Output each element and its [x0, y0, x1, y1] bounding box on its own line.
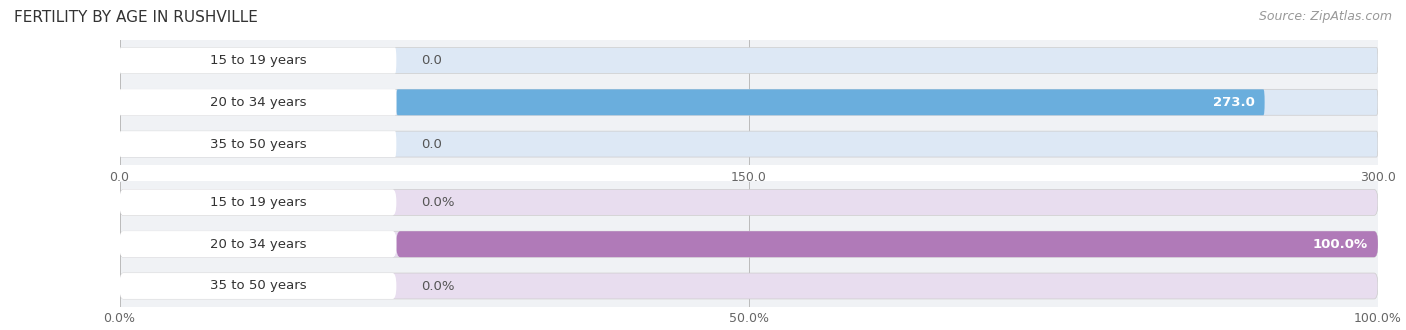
FancyBboxPatch shape [396, 89, 1264, 115]
FancyBboxPatch shape [120, 89, 1378, 115]
Text: 15 to 19 years: 15 to 19 years [209, 196, 307, 209]
FancyBboxPatch shape [120, 231, 396, 257]
Text: 0.0: 0.0 [422, 54, 443, 67]
FancyBboxPatch shape [120, 89, 396, 115]
FancyBboxPatch shape [396, 231, 1378, 257]
Text: 20 to 34 years: 20 to 34 years [209, 96, 307, 109]
FancyBboxPatch shape [120, 273, 1378, 299]
Text: 0.0: 0.0 [422, 138, 443, 150]
Text: FERTILITY BY AGE IN RUSHVILLE: FERTILITY BY AGE IN RUSHVILLE [14, 10, 257, 25]
FancyBboxPatch shape [120, 48, 1378, 74]
FancyBboxPatch shape [120, 131, 1378, 157]
Text: 273.0: 273.0 [1213, 96, 1254, 109]
Text: 20 to 34 years: 20 to 34 years [209, 238, 307, 251]
FancyBboxPatch shape [120, 48, 396, 74]
Text: Source: ZipAtlas.com: Source: ZipAtlas.com [1258, 10, 1392, 23]
FancyBboxPatch shape [120, 231, 1378, 257]
FancyBboxPatch shape [120, 189, 396, 215]
FancyBboxPatch shape [120, 273, 396, 299]
Text: 0.0%: 0.0% [422, 280, 456, 292]
FancyBboxPatch shape [120, 189, 1378, 215]
FancyBboxPatch shape [120, 131, 396, 157]
Text: 0.0%: 0.0% [422, 196, 456, 209]
FancyBboxPatch shape [120, 89, 396, 115]
Text: 15 to 19 years: 15 to 19 years [209, 54, 307, 67]
Text: 100.0%: 100.0% [1313, 238, 1368, 251]
Text: 35 to 50 years: 35 to 50 years [209, 138, 307, 150]
Text: 35 to 50 years: 35 to 50 years [209, 280, 307, 292]
FancyBboxPatch shape [120, 231, 396, 257]
